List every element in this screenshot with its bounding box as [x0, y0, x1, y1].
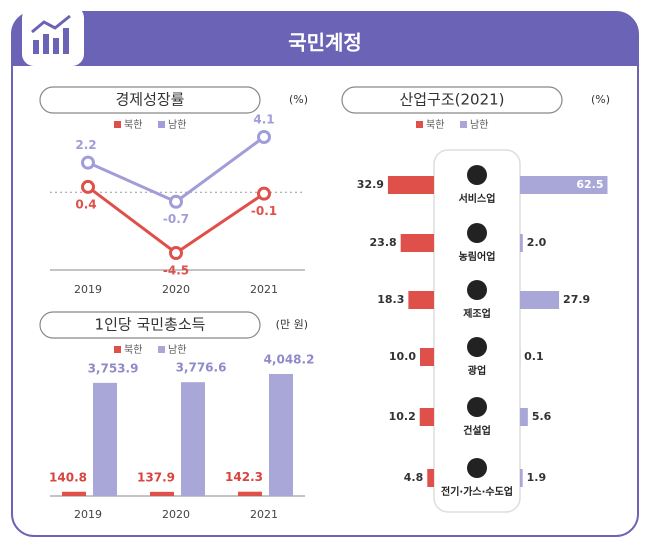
- data-label: 4,048.2: [264, 353, 315, 367]
- industry-box: [433, 149, 521, 513]
- x-tick-label: 2021: [250, 283, 278, 296]
- legend-label: 남한: [168, 344, 186, 356]
- x-tick-label: 2019: [74, 508, 102, 521]
- data-label: 4.8: [404, 471, 424, 484]
- category-label: 전기·가스·수도업: [441, 485, 513, 498]
- x-tick-label: 2021: [250, 508, 278, 521]
- header-icon-box: [22, 6, 84, 66]
- unit-label: (%): [591, 93, 610, 106]
- legend-label: 남한: [168, 119, 186, 131]
- data-label: 10.0: [389, 350, 416, 363]
- data-label: 18.3: [377, 293, 404, 306]
- x-tick-label: 2020: [162, 508, 190, 521]
- point: [81, 179, 95, 194]
- bar: [520, 291, 560, 309]
- data-label: -0.7: [163, 212, 189, 226]
- panel-title: 산업구조(2021): [399, 91, 504, 109]
- data-label: 62.5: [576, 178, 603, 191]
- unit-label: (만 원): [276, 318, 308, 331]
- bar: [520, 469, 523, 487]
- legend-swatch: [158, 121, 165, 128]
- bar: [400, 234, 434, 252]
- data-label: 27.9: [563, 293, 590, 306]
- bar: [520, 234, 523, 252]
- category-label: 광업: [468, 364, 486, 377]
- legend-swatch: [416, 121, 423, 128]
- industry-icon: [467, 458, 487, 478]
- data-label: 4.1: [253, 113, 274, 127]
- industry-icon: [467, 397, 487, 417]
- legend-label: 남한: [470, 119, 488, 131]
- legend-swatch: [460, 121, 467, 128]
- legend-swatch: [158, 346, 165, 353]
- data-label: -4.5: [163, 264, 189, 278]
- legend-label: 북한: [124, 119, 142, 131]
- legend-swatch: [114, 121, 121, 128]
- legend-swatch: [114, 346, 121, 353]
- data-label: 23.8: [370, 236, 397, 249]
- x-tick-label: 2019: [74, 283, 102, 296]
- data-label: 137.9: [137, 470, 175, 484]
- bar: [181, 382, 205, 496]
- bar: [408, 291, 434, 309]
- data-label: 1.9: [527, 471, 547, 484]
- bar: [62, 491, 86, 496]
- point: [81, 155, 95, 170]
- industry-icon: [467, 280, 487, 300]
- legend-label: 북한: [426, 119, 444, 131]
- unit-label: (%): [289, 93, 308, 106]
- bar: [419, 408, 434, 426]
- panel-title: 1인당 국민총소득: [95, 316, 206, 334]
- legend-label: 북한: [124, 344, 142, 356]
- data-label: 0.4: [75, 197, 96, 211]
- data-label: 2.2: [75, 138, 96, 152]
- bar: [238, 491, 262, 496]
- panel-title-pill: [39, 311, 261, 339]
- bar: [520, 176, 608, 194]
- data-label: 32.9: [357, 178, 384, 191]
- data-label: 10.2: [389, 410, 416, 423]
- x-tick-label: 2020: [162, 283, 190, 296]
- data-label: 0.1: [524, 350, 544, 363]
- category-label: 농림어업: [459, 250, 496, 263]
- point: [169, 194, 183, 209]
- industry-icon: [467, 223, 487, 243]
- panel-title: 경제성장률: [115, 91, 184, 109]
- bar: [387, 176, 434, 194]
- data-label: 2.0: [527, 236, 547, 249]
- bar: [269, 374, 293, 496]
- header-band: [12, 12, 638, 66]
- point: [169, 246, 183, 260]
- bar: [427, 469, 434, 487]
- data-label: 5.6: [532, 410, 552, 423]
- header-icon: [31, 14, 71, 54]
- data-label: -0.1: [251, 204, 277, 218]
- bar: [93, 382, 117, 496]
- bar: [150, 491, 174, 496]
- bar: [520, 408, 528, 426]
- industry-icon: [467, 165, 487, 185]
- panel-title-pill: [341, 86, 563, 114]
- category-label: 제조업: [463, 307, 491, 320]
- industry-icon: [467, 337, 487, 357]
- data-label: 3,776.6: [176, 361, 227, 375]
- data-label: 3,753.9: [88, 361, 139, 375]
- page-title: 국민계정: [288, 31, 362, 55]
- bar: [420, 348, 434, 366]
- category-label: 건설업: [463, 424, 491, 437]
- category-label: 서비스업: [459, 192, 496, 205]
- point: [257, 186, 271, 201]
- point: [257, 130, 271, 144]
- data-label: 140.8: [49, 470, 87, 484]
- panel-title-pill: [39, 86, 261, 114]
- data-label: 142.3: [225, 470, 263, 484]
